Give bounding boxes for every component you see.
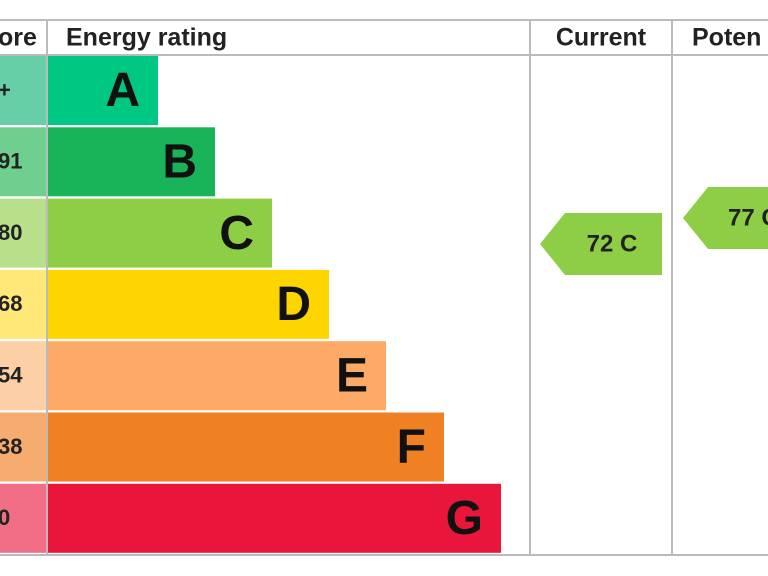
score-cell bbox=[0, 198, 46, 268]
rating-letter: C bbox=[219, 207, 254, 260]
rating-letter: B bbox=[162, 135, 197, 188]
rating-bar bbox=[48, 269, 329, 339]
score-cell bbox=[0, 483, 46, 553]
rating-letter: D bbox=[276, 278, 311, 331]
potential-arrow bbox=[683, 187, 768, 249]
score-range: 68 bbox=[0, 291, 22, 316]
score-range: 0 bbox=[0, 505, 10, 530]
score-range: 91 bbox=[0, 149, 22, 174]
current-header: Current bbox=[556, 24, 647, 52]
score-header: ore bbox=[0, 24, 37, 52]
rating-bar bbox=[48, 483, 501, 553]
score-cell bbox=[0, 56, 46, 125]
score-cell bbox=[0, 127, 46, 197]
score-range: 80 bbox=[0, 220, 22, 245]
score-cell bbox=[0, 269, 46, 339]
rating-bar bbox=[48, 198, 272, 268]
score-range: 38 bbox=[0, 434, 22, 459]
rating-letter: F bbox=[397, 421, 426, 474]
rating-bar bbox=[48, 56, 158, 125]
rating-bar bbox=[48, 127, 215, 197]
score-cell bbox=[0, 412, 46, 482]
score-range: + bbox=[0, 77, 11, 102]
potential-rating: 77 C bbox=[728, 204, 768, 231]
rating-letter: A bbox=[105, 64, 140, 117]
rating-bar bbox=[48, 412, 444, 482]
rating-bar bbox=[48, 341, 386, 411]
current-rating: 72 C bbox=[587, 230, 638, 257]
score-range: 54 bbox=[0, 363, 23, 388]
score-cell bbox=[0, 341, 46, 411]
rating-letter: G bbox=[446, 492, 483, 545]
rating-header: Energy rating bbox=[66, 24, 227, 52]
potential-header: Poten bbox=[692, 24, 761, 52]
rating-letter: E bbox=[336, 349, 368, 402]
current-arrow bbox=[540, 213, 662, 275]
